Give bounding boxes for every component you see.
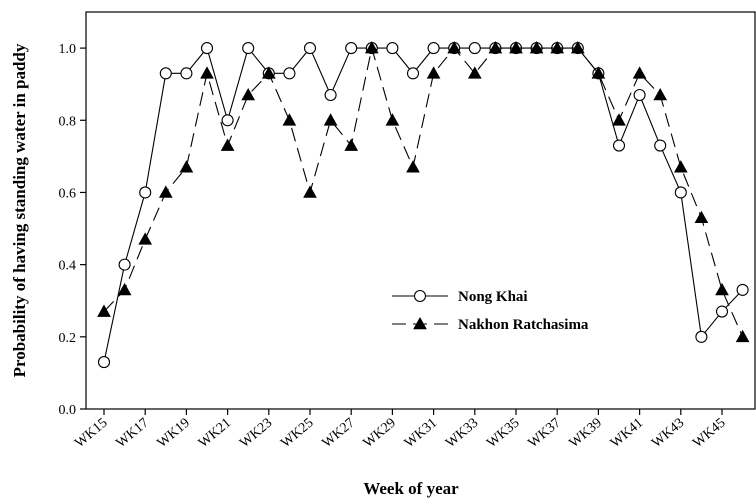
data-point bbox=[242, 42, 255, 55]
data-point bbox=[159, 67, 172, 80]
data-point bbox=[653, 87, 668, 101]
data-point bbox=[138, 232, 153, 245]
y-tick-label: 0.4 bbox=[59, 259, 77, 274]
data-point bbox=[736, 283, 749, 296]
data-point bbox=[220, 138, 235, 151]
data-point bbox=[570, 41, 585, 54]
data-point bbox=[673, 160, 688, 173]
data-point bbox=[323, 113, 338, 126]
x-tick-label: WK17 bbox=[114, 416, 152, 451]
data-point bbox=[179, 160, 194, 173]
data-point bbox=[97, 304, 111, 317]
data-point bbox=[426, 66, 441, 79]
data-point bbox=[200, 66, 214, 79]
series-nakhon-ratchasima bbox=[97, 41, 750, 343]
data-point bbox=[427, 42, 440, 55]
data-point bbox=[97, 356, 111, 369]
x-tick-label: WK45 bbox=[690, 416, 728, 451]
data-point bbox=[303, 185, 317, 198]
data-point bbox=[612, 113, 626, 126]
x-tick-label: WK41 bbox=[608, 416, 646, 451]
data-point bbox=[715, 282, 729, 296]
data-point bbox=[158, 185, 173, 198]
y-tick-label: 0.2 bbox=[59, 331, 77, 346]
data-point bbox=[324, 88, 337, 102]
y-tick-label: 0.8 bbox=[59, 114, 77, 129]
data-point bbox=[180, 67, 193, 80]
data-point bbox=[633, 88, 646, 102]
data-point bbox=[529, 41, 544, 54]
legend-label: Nakhon Ratchasima bbox=[458, 317, 589, 333]
data-point bbox=[674, 186, 687, 199]
data-point bbox=[283, 67, 296, 80]
data-point bbox=[654, 139, 667, 152]
legend-label: Nong Khai bbox=[458, 289, 528, 305]
data-point bbox=[695, 330, 708, 343]
data-point bbox=[386, 42, 399, 55]
y-tick-label: 1.0 bbox=[59, 42, 77, 57]
data-point bbox=[221, 114, 234, 127]
x-tick-label: WK43 bbox=[649, 416, 687, 451]
x-tick-label: WK29 bbox=[361, 416, 399, 451]
x-tick-label: WK33 bbox=[443, 416, 481, 451]
x-tick-label: WK37 bbox=[526, 416, 564, 451]
data-point bbox=[550, 41, 565, 54]
data-point bbox=[200, 42, 214, 55]
plot-frame bbox=[85, 11, 756, 410]
data-point bbox=[344, 138, 359, 151]
y-tick-label: 0.6 bbox=[59, 186, 77, 201]
x-tick-label: WK35 bbox=[484, 416, 522, 451]
series-line bbox=[103, 47, 744, 338]
data-point bbox=[735, 329, 750, 343]
x-axis-title: Week of year bbox=[363, 479, 459, 498]
data-point bbox=[468, 42, 481, 55]
x-tick-label: WK23 bbox=[237, 416, 275, 451]
data-point bbox=[694, 210, 709, 224]
data-point bbox=[612, 139, 626, 152]
data-point bbox=[117, 282, 132, 296]
data-point bbox=[632, 66, 647, 79]
series-layer bbox=[97, 41, 750, 369]
y-axis: 0.0 0.2 0.4 0.6 0.8 1.0 bbox=[59, 42, 86, 418]
x-tick-label: WK39 bbox=[567, 416, 605, 451]
x-tick-label: WK31 bbox=[402, 416, 440, 451]
x-axis: WK15 WK17 WK19 WK21 WK23 WK25 WK27 WK29 WK31 WK33… bbox=[72, 409, 729, 451]
x-tick-label: WK21 bbox=[196, 416, 234, 451]
data-point bbox=[118, 258, 131, 271]
legend-marker bbox=[413, 316, 427, 330]
data-point bbox=[509, 41, 523, 54]
x-tick-label: WK15 bbox=[72, 416, 110, 451]
y-axis-title: Probability of having standing water in … bbox=[10, 43, 29, 377]
x-tick-label: WK19 bbox=[155, 416, 193, 451]
data-point bbox=[303, 42, 317, 55]
plot-border bbox=[85, 11, 756, 410]
data-point bbox=[406, 67, 420, 80]
legend-marker bbox=[413, 289, 427, 303]
legend: Nong Khai Nakhon Ratchasima bbox=[392, 289, 589, 333]
x-tick-label: WK25 bbox=[278, 416, 316, 451]
data-point bbox=[488, 41, 503, 54]
series-line bbox=[103, 46, 743, 363]
data-point bbox=[385, 113, 400, 126]
y-tick-label: 0.0 bbox=[59, 403, 77, 418]
data-point bbox=[715, 305, 729, 318]
data-point bbox=[364, 41, 379, 54]
data-point bbox=[406, 160, 420, 173]
data-point bbox=[261, 66, 276, 79]
data-point bbox=[139, 186, 152, 199]
data-point bbox=[241, 87, 256, 101]
data-point bbox=[591, 66, 606, 79]
data-point bbox=[467, 66, 482, 79]
data-point bbox=[447, 41, 462, 54]
x-tick-label: WK27 bbox=[320, 416, 358, 451]
series-nong-khai bbox=[97, 42, 749, 369]
data-point bbox=[282, 113, 297, 126]
data-point bbox=[345, 42, 358, 55]
